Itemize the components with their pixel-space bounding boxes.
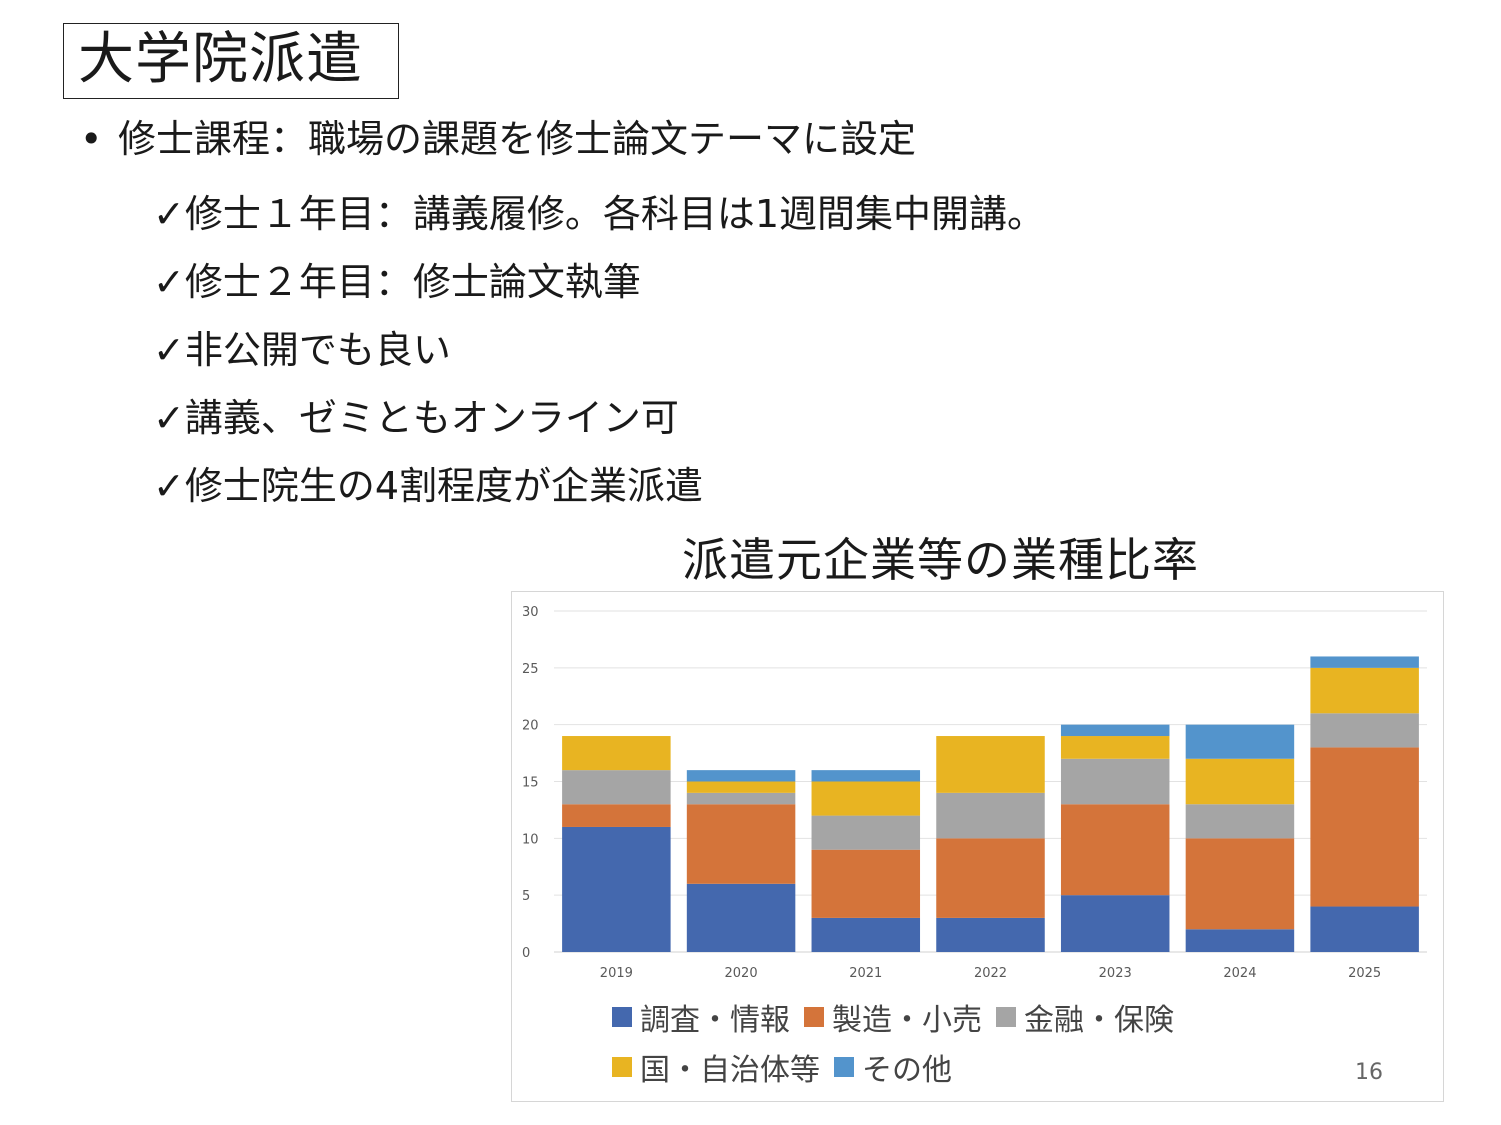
main-bullet-text: 修士課程：職場の課題を修士論文テーマに設定 (118, 117, 917, 161)
x-tick-label: 2022 (974, 966, 1007, 981)
bar-segment (1060, 758, 1170, 805)
legend-swatch (804, 1007, 824, 1027)
legend-item: 調査・情報 (612, 992, 790, 1042)
bar-segment (1185, 758, 1295, 805)
x-tick-label: 2019 (600, 966, 633, 981)
legend-swatch (612, 1057, 632, 1077)
bar-segment (562, 736, 671, 771)
bar-segment (562, 804, 671, 827)
legend-label: 調査・情報 (640, 1003, 790, 1038)
legend-label: 製造・小売 (832, 1003, 982, 1038)
legend-item: 製造・小売 (804, 992, 982, 1042)
sub-bullet-list: ✓修士１年目：講義履修。各科目は1週間集中開講。 ✓修士２年目：修士論文執筆 ✓… (153, 180, 1045, 520)
x-tick-label: 2024 (1223, 966, 1256, 981)
slide-title: 大学院派遣 (63, 23, 399, 99)
bar-segment (1060, 736, 1170, 759)
chart-legend: 調査・情報 製造・小売 金融・保険国・自治体等 その他 (612, 992, 1372, 1092)
y-tick-label: 15 (522, 776, 539, 791)
chart-heading: 派遣元企業等の業種比率 (682, 533, 1199, 587)
legend-label: 国・自治体等 (640, 1053, 820, 1088)
bar-segment (936, 917, 1045, 952)
chart-container: 0 5 10 15 20 25 30 2019 2020 2021 2022 2023 2024 2025… (511, 591, 1444, 1102)
main-bullet: • 修士課程：職場の課題を修士論文テーマに設定 (80, 113, 916, 165)
bar-segment (1310, 656, 1419, 668)
bar-segment (811, 770, 921, 782)
x-tick-label: 2020 (725, 966, 758, 981)
legend-swatch (996, 1007, 1016, 1027)
bar-segment (1060, 724, 1170, 737)
y-tick-label: 25 (522, 662, 539, 677)
legend-label: 金融・保険 (1024, 1003, 1174, 1038)
bar-segment (936, 838, 1045, 918)
y-tick-label: 5 (522, 889, 530, 904)
sub-bullet-2: ✓修士２年目：修士論文執筆 (153, 260, 641, 304)
x-tick-label: 2023 (1099, 966, 1132, 981)
legend-item: 国・自治体等 (612, 1042, 820, 1092)
bar-segment (1310, 906, 1419, 952)
sub-bullet-1: ✓修士１年目：講義履修。各科目は1週間集中開講。 (153, 192, 1046, 236)
bar-segment (936, 736, 1045, 793)
bar-segment (1310, 747, 1419, 907)
bar-segment (686, 883, 796, 952)
x-tick-label: 2025 (1348, 966, 1381, 981)
y-tick-label: 20 (522, 719, 539, 734)
bullet-dot: • (80, 117, 103, 161)
sub-bullet-5: ✓修士院生の4割程度が企業派遣 (153, 464, 704, 508)
bar-segment (686, 781, 796, 793)
legend-swatch (834, 1057, 854, 1077)
x-tick-label: 2021 (849, 966, 882, 981)
bar-segment (686, 792, 796, 805)
legend-item: 金融・保険 (996, 992, 1174, 1042)
bar-segment (1185, 804, 1295, 839)
bar-segment (1185, 929, 1295, 952)
bar-segment (562, 826, 671, 952)
bar-segment (1060, 895, 1170, 952)
legend-label: その他 (862, 1053, 952, 1088)
sub-bullet-3: ✓非公開でも良い (153, 328, 451, 372)
legend-item: その他 (834, 1042, 952, 1092)
bar-segment (1060, 804, 1170, 896)
sub-bullet-4: ✓講義、ゼミともオンライン可 (153, 396, 679, 440)
bar-segment (562, 770, 671, 805)
bar-segment (1310, 713, 1419, 748)
bar-segment (811, 917, 921, 952)
legend-swatch (612, 1007, 632, 1027)
y-tick-label: 30 (522, 605, 539, 620)
y-tick-label: 0 (522, 946, 530, 961)
bar-segment (1310, 667, 1419, 714)
bar-segment (811, 781, 921, 816)
bar-segment (811, 815, 921, 850)
bar-segment (686, 770, 796, 782)
bar-segment (1185, 838, 1295, 930)
bar-segment (811, 849, 921, 918)
y-tick-label: 10 (522, 832, 539, 847)
bar-segment (936, 792, 1045, 839)
page-number: 16 (1355, 1060, 1383, 1085)
bar-segment (1185, 724, 1295, 759)
bar-segment (686, 804, 796, 884)
